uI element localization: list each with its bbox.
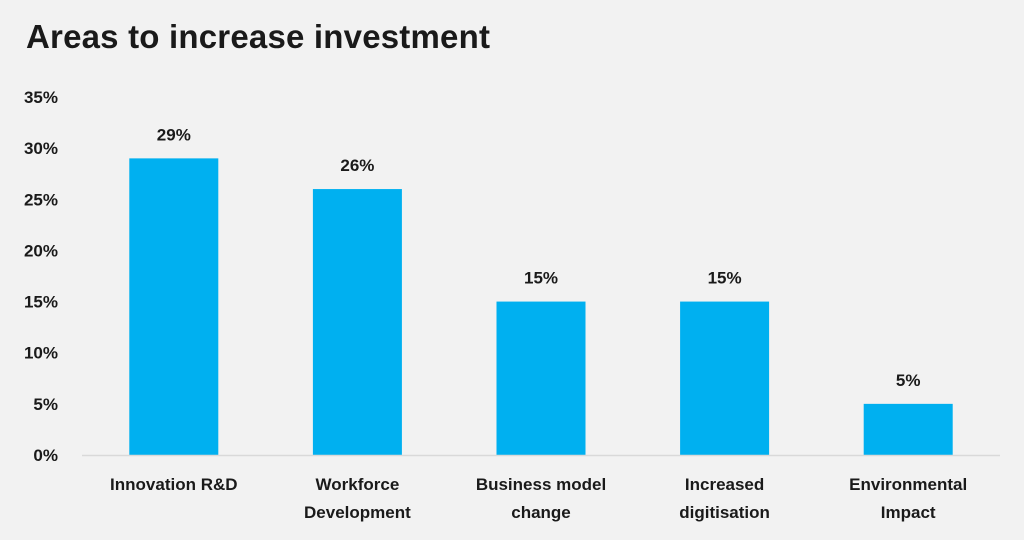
y-tick-label: 0% xyxy=(33,446,58,465)
x-tick-label: Environmental Impact xyxy=(849,475,967,522)
y-tick-label: 10% xyxy=(24,344,58,363)
bar-series xyxy=(129,158,953,456)
bar xyxy=(863,403,953,455)
data-label: 15% xyxy=(524,269,558,288)
y-axis: 0% 5% 10% 15% 20% 25% 30% 35% xyxy=(24,88,58,465)
y-tick-label: 30% xyxy=(24,139,58,158)
y-tick-label: 20% xyxy=(24,241,58,260)
bar xyxy=(129,158,219,455)
data-labels: 29% 26% 15% 15% 5% xyxy=(157,125,921,389)
chart-title: Areas to increase investment xyxy=(26,18,491,55)
x-tick-label: Workforce Development xyxy=(304,475,411,522)
x-axis: Innovation R&D Workforce Development Busine… xyxy=(110,475,967,522)
y-tick-label: 15% xyxy=(24,293,58,312)
y-tick-label: 25% xyxy=(24,190,58,209)
data-label: 5% xyxy=(896,371,921,390)
bar xyxy=(680,301,770,455)
y-tick-label: 5% xyxy=(33,395,58,414)
y-tick-label: 35% xyxy=(24,88,58,107)
bar xyxy=(312,189,402,456)
data-label: 15% xyxy=(708,269,742,288)
bar xyxy=(496,301,586,455)
data-label: 29% xyxy=(157,125,191,144)
data-label: 26% xyxy=(340,156,374,175)
x-tick-label: Increased digitisation xyxy=(679,475,770,522)
x-tick-label: Innovation R&D xyxy=(110,475,238,494)
x-tick-label: Business model change xyxy=(476,475,606,522)
